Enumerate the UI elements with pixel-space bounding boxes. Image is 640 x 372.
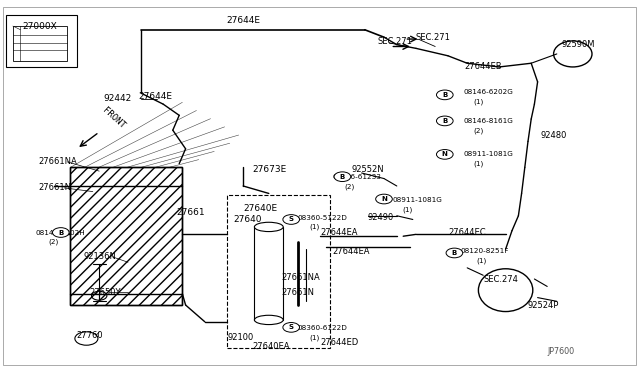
Text: 27661N: 27661N [282, 288, 315, 296]
Text: (2): (2) [474, 127, 484, 134]
Text: (1): (1) [309, 224, 319, 230]
Circle shape [376, 194, 392, 204]
Text: 27661: 27661 [176, 208, 205, 217]
Text: 27673E: 27673E [253, 165, 287, 174]
Text: 08146-6202G: 08146-6202G [464, 89, 514, 95]
Text: 08911-1081G: 08911-1081G [392, 197, 442, 203]
Text: JP7600: JP7600 [547, 347, 574, 356]
Text: (1): (1) [474, 99, 484, 105]
Text: (1): (1) [402, 206, 412, 213]
Text: B: B [442, 92, 447, 98]
Circle shape [283, 323, 300, 332]
Text: 27644EC: 27644EC [448, 228, 486, 237]
Text: SEC.274: SEC.274 [483, 275, 518, 284]
Text: 27650Y: 27650Y [90, 288, 121, 296]
Text: 27640E: 27640E [243, 204, 277, 213]
Text: 08360-6122D: 08360-6122D [298, 325, 348, 331]
Bar [6, 15, 77, 67]
Text: B: B [452, 250, 457, 256]
Text: 27644ED: 27644ED [320, 339, 358, 347]
Text: 27644EA: 27644EA [333, 247, 371, 256]
Text: 92442: 92442 [103, 94, 131, 103]
Text: N: N [442, 151, 448, 157]
Text: 08156-61233: 08156-61233 [333, 174, 381, 180]
Text: S: S [289, 324, 294, 330]
Bar [227, 195, 330, 348]
Text: 27000X: 27000X [22, 22, 57, 31]
Circle shape [334, 172, 351, 182]
Text: 92590M: 92590M [562, 40, 595, 49]
Text: 27640EA: 27640EA [253, 342, 291, 351]
Text: 92490: 92490 [368, 213, 394, 222]
Text: 27640: 27640 [234, 215, 262, 224]
Text: (2): (2) [48, 238, 58, 245]
Text: (1): (1) [477, 257, 487, 264]
Text: 27760: 27760 [77, 331, 104, 340]
Text: 08120-8251F: 08120-8251F [461, 248, 509, 254]
Text: 27661NA: 27661NA [38, 157, 77, 166]
Text: 27644EA: 27644EA [320, 228, 358, 237]
Text: 08911-1081G: 08911-1081G [464, 151, 514, 157]
Text: FRONT: FRONT [101, 106, 127, 131]
Text: 27644EB: 27644EB [464, 62, 502, 71]
Text: 92552N: 92552N [351, 165, 384, 174]
Text: 08360-5122D: 08360-5122D [298, 215, 348, 221]
Circle shape [436, 116, 453, 126]
Text: 92136N: 92136N [83, 252, 116, 261]
Bar [13, 26, 67, 61]
Text: 92100: 92100 [227, 333, 253, 342]
Circle shape [446, 248, 463, 258]
Circle shape [436, 90, 453, 100]
Text: SEC.271: SEC.271 [378, 37, 412, 46]
Text: S: S [289, 217, 294, 222]
Text: 27661N: 27661N [38, 183, 72, 192]
Text: 08146-6302H: 08146-6302H [35, 230, 85, 235]
Text: B: B [58, 230, 63, 235]
Circle shape [52, 228, 69, 237]
Text: 27644E: 27644E [226, 16, 260, 25]
Text: SEC.271: SEC.271 [416, 33, 451, 42]
Circle shape [283, 215, 300, 224]
Text: 92480: 92480 [541, 131, 567, 140]
Text: 08146-8161G: 08146-8161G [464, 118, 514, 124]
Text: (1): (1) [474, 161, 484, 167]
Text: 27644E: 27644E [139, 92, 173, 101]
Bar [70, 167, 182, 305]
Text: 92524P: 92524P [528, 301, 559, 310]
Text: (2): (2) [344, 183, 355, 190]
Text: 27661NA: 27661NA [282, 273, 321, 282]
Bar [70, 167, 182, 305]
Text: B: B [442, 118, 447, 124]
Text: N: N [381, 196, 387, 202]
Circle shape [436, 150, 453, 159]
Text: (1): (1) [309, 334, 319, 341]
Text: B: B [340, 174, 345, 180]
